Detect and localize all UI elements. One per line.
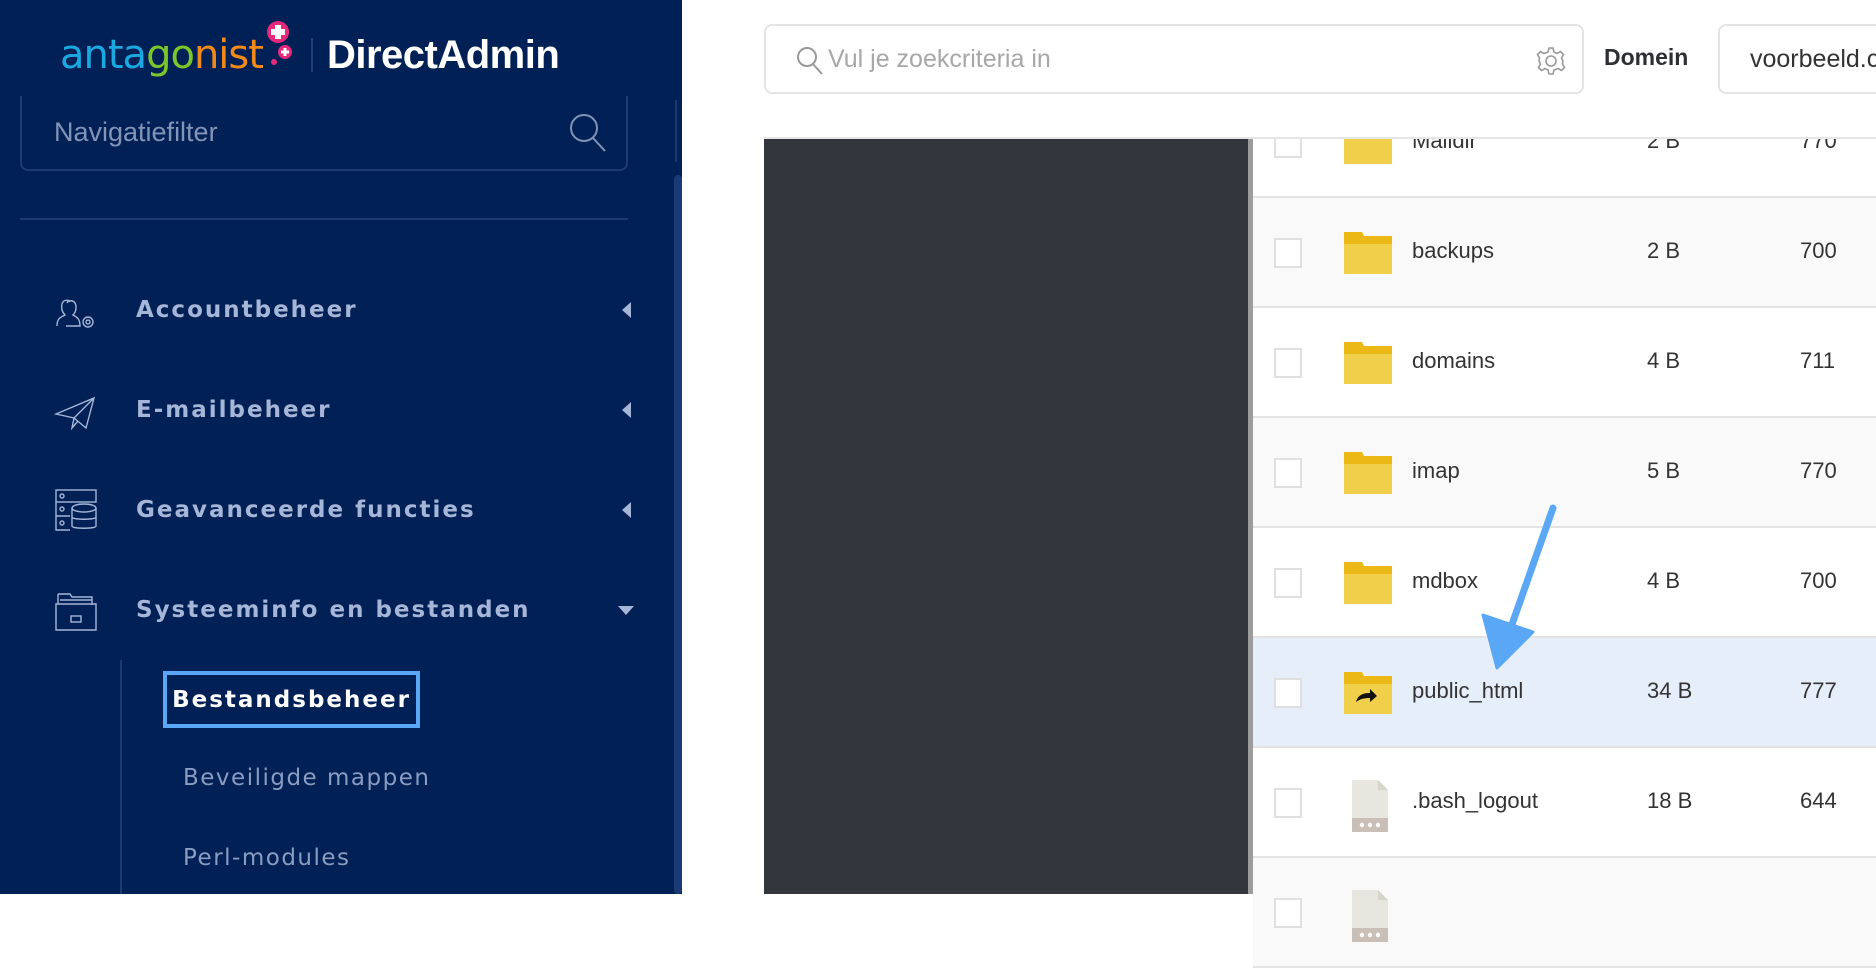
sidebar-item-accountbeheer[interactable]: Accountbeheer <box>0 280 660 340</box>
sidebar: antagonist DirectAdmin Navigatiefilter A… <box>0 0 682 894</box>
file-permissions: 770 <box>1800 458 1837 483</box>
top-bar <box>764 0 1876 137</box>
sidebar-subitem-bestandsbeheer[interactable]: Bestandsbeheer <box>163 671 420 728</box>
submenu-line <box>120 660 122 894</box>
file-name[interactable]: backups <box>1412 238 1494 263</box>
file-permissions: 644 <box>1800 788 1837 813</box>
file-size: 2 B <box>1647 238 1681 263</box>
logo-plus-icon <box>266 21 292 65</box>
sidebar-divider <box>20 218 628 220</box>
paper-plane-icon <box>54 396 96 431</box>
file-permissions: 700 <box>1800 568 1837 593</box>
file-name[interactable]: public_html <box>1412 678 1524 703</box>
domain-label: Domein <box>1604 44 1689 70</box>
sidebar-item-systeeminfo-en-bestanden[interactable]: Systeeminfo en bestanden <box>0 580 660 640</box>
chevron-left-icon <box>622 502 631 518</box>
gear-icon[interactable] <box>1536 46 1566 76</box>
file-permissions: 700 <box>1800 238 1837 263</box>
chevron-left-icon <box>622 402 631 418</box>
folder-cabinet-icon <box>55 593 97 631</box>
file-row[interactable]: .bash_logout 18 B 644 <box>1253 748 1876 858</box>
domain-select[interactable]: voorbeeld.com <box>1718 24 1876 94</box>
file-permissions: 711 <box>1800 348 1836 373</box>
file-row[interactable]: mdbox 4 B 700 <box>1253 528 1876 638</box>
row-checkbox[interactable] <box>1274 458 1302 488</box>
row-checkbox[interactable] <box>1274 788 1302 818</box>
sidebar-scroll-track <box>675 100 677 162</box>
file-row[interactable]: domains 4 B 711 <box>1253 308 1876 418</box>
file-name[interactable]: imap <box>1412 458 1460 483</box>
directadmin-logo: DirectAdmin <box>326 32 560 77</box>
users-gear-icon <box>56 299 94 328</box>
search-input[interactable]: Vul je zoekcriteria in <box>764 24 1584 94</box>
sidebar-item-label: Systeeminfo en bestanden <box>136 597 531 623</box>
search-icon <box>570 114 606 152</box>
file-size: 34 B <box>1647 678 1693 703</box>
sidebar-subitem-beveiligde-mappen[interactable]: Beveiligde mappen <box>183 765 431 791</box>
sidebar-item-label: Accountbeheer <box>136 297 358 323</box>
search-placeholder: Vul je zoekcriteria in <box>828 44 1051 73</box>
navigation-filter-input[interactable]: Navigatiefilter <box>20 96 628 171</box>
antagonist-logo: antagonist <box>60 32 264 78</box>
file-row[interactable] <box>1253 858 1876 968</box>
file-size: 5 B <box>1647 458 1681 483</box>
file-size: 18 B <box>1647 788 1693 813</box>
file-icon <box>1352 890 1388 942</box>
row-checkbox[interactable] <box>1274 568 1302 598</box>
file-row[interactable]: imap 5 B 770 <box>1253 418 1876 528</box>
sidebar-subitem-perl-modules[interactable]: Perl-modules <box>183 845 351 871</box>
file-list: Maildir 2 B 770 backups 2 B 700 domains 4 B 711 i… <box>1253 88 1876 968</box>
file-permissions: 777 <box>1800 678 1837 703</box>
sidebar-item-e-mailbeheer[interactable]: E-mailbeheer <box>0 380 660 440</box>
chevron-down-icon <box>618 605 634 615</box>
navigation-filter-placeholder: Navigatiefilter <box>54 117 218 147</box>
symlink-folder-icon <box>1344 672 1392 714</box>
sidebar-item-label: E-mailbeheer <box>136 397 332 423</box>
chevron-left-icon <box>622 302 631 318</box>
file-row[interactable]: backups 2 B 700 <box>1253 198 1876 308</box>
server-database-icon <box>55 489 97 531</box>
header-divider <box>764 137 1876 139</box>
sidebar-item-geavanceerde-functies[interactable]: Geavanceerde functies <box>0 480 660 540</box>
row-checkbox[interactable] <box>1274 898 1302 928</box>
logo-separator <box>310 38 313 72</box>
file-name[interactable]: mdbox <box>1412 568 1479 593</box>
folder-icon <box>1344 562 1392 604</box>
file-size: 4 B <box>1647 348 1681 373</box>
file-row[interactable]: public_html 34 B 777 <box>1253 638 1876 748</box>
file-name[interactable]: domains <box>1412 348 1496 373</box>
folder-icon <box>1344 452 1392 494</box>
file-icon <box>1352 780 1388 832</box>
sidebar-item-label: Geavanceerde functies <box>136 497 476 523</box>
row-checkbox[interactable] <box>1274 238 1302 268</box>
search-icon <box>797 47 823 75</box>
sidebar-scrollbar[interactable] <box>674 175 682 894</box>
row-checkbox[interactable] <box>1274 348 1302 378</box>
logo[interactable]: antagonist DirectAdmin <box>60 21 560 88</box>
file-size: 4 B <box>1647 568 1681 593</box>
row-checkbox[interactable] <box>1274 678 1302 708</box>
panel-resize-handle[interactable] <box>1248 139 1253 894</box>
folder-icon <box>1344 232 1392 274</box>
directory-tree-panel <box>764 139 1248 894</box>
folder-icon <box>1344 342 1392 384</box>
file-name[interactable]: .bash_logout <box>1412 788 1538 813</box>
